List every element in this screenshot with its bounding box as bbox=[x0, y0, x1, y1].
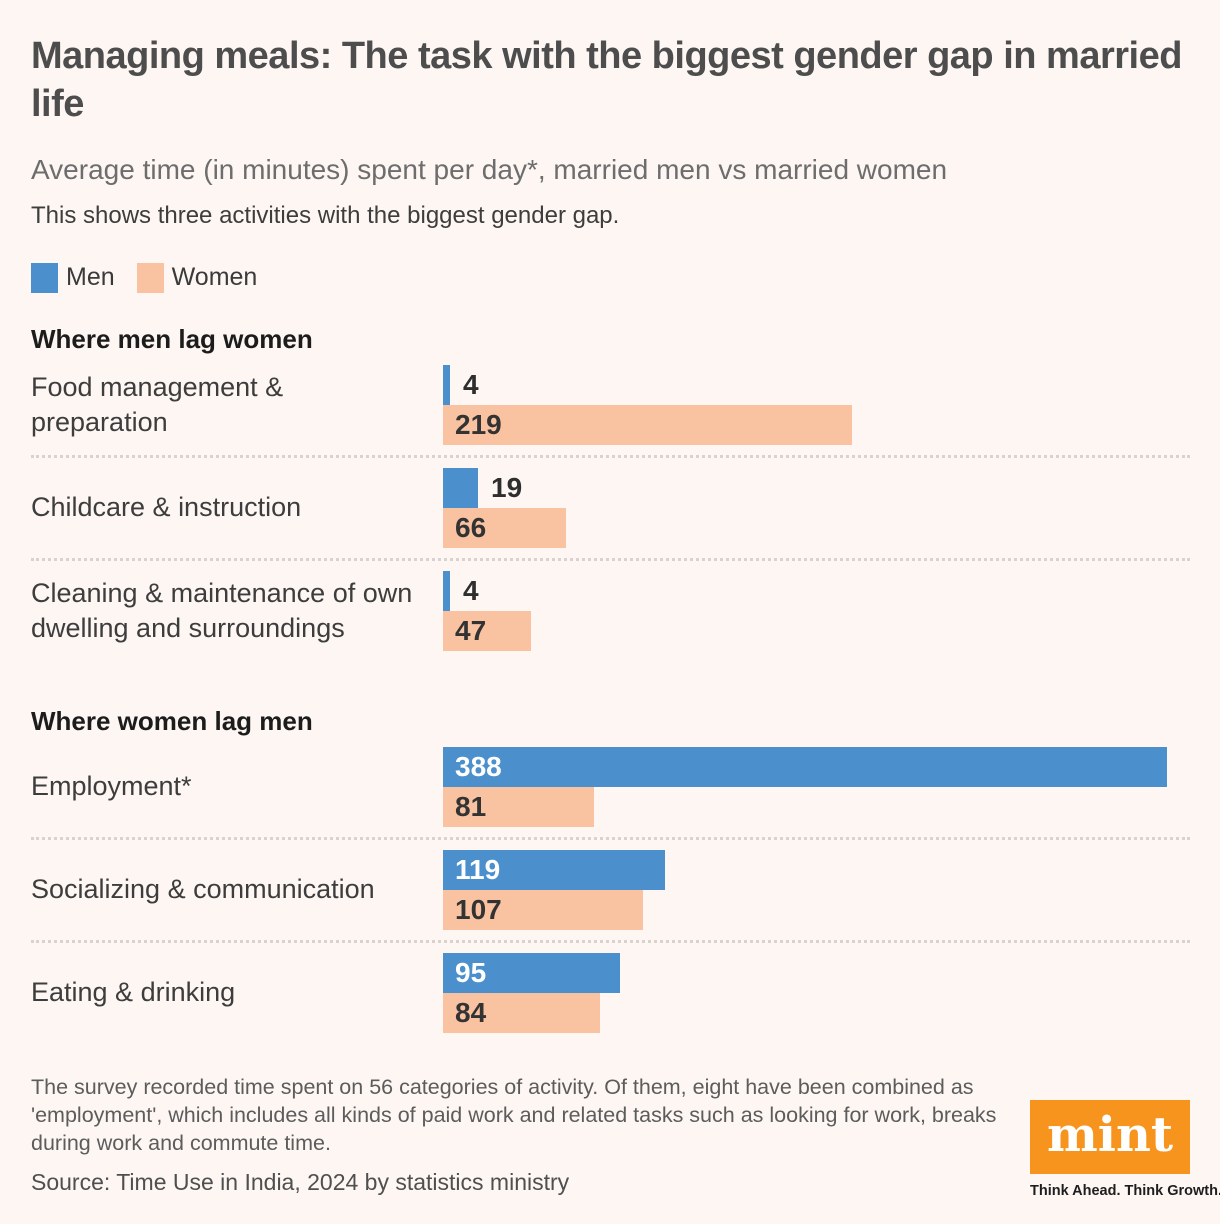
women-value: 47 bbox=[455, 614, 487, 646]
women-value: 81 bbox=[455, 790, 487, 822]
chart-section: Where women lag men Employment* 388 81 Socia… bbox=[31, 705, 1190, 1043]
men-bar-line: 119 bbox=[443, 849, 1190, 890]
legend-label-women: Women bbox=[171, 263, 258, 292]
women-color-swatch bbox=[136, 262, 164, 293]
bar-chart: Where men lag women Food management & pre… bbox=[31, 323, 1190, 1043]
men-value: 19 bbox=[491, 471, 523, 503]
section-heading: Where women lag men bbox=[31, 705, 313, 736]
row-separator bbox=[31, 557, 1190, 561]
chart-row: Food management & preparation 4 219 bbox=[31, 355, 1190, 455]
footnote: The survey recorded time spent on 56 cat… bbox=[31, 1074, 997, 1155]
bar-pair: 4 47 bbox=[443, 570, 1190, 651]
chart-section: Where men lag women Food management & pre… bbox=[31, 323, 1190, 661]
category-label: Childcare & instruction bbox=[31, 492, 302, 523]
men-value: 388 bbox=[455, 750, 502, 782]
men-value: 119 bbox=[455, 853, 501, 885]
men-bar: 388 bbox=[443, 746, 1167, 787]
category-label: Food management & preparation bbox=[31, 371, 284, 437]
men-bar-line: 4 bbox=[443, 570, 1190, 611]
women-bar-line: 84 bbox=[443, 992, 1190, 1033]
row-separator bbox=[31, 454, 1190, 458]
chart-note: This shows three activities with the big… bbox=[31, 201, 620, 229]
bar-pair: 95 84 bbox=[443, 952, 1190, 1033]
bar-pair: 4 219 bbox=[443, 364, 1190, 445]
row-separator bbox=[31, 836, 1190, 840]
men-bar: 95 bbox=[443, 952, 620, 993]
men-bar-line: 4 bbox=[443, 364, 1190, 405]
chart-row: Childcare & instruction 19 66 bbox=[31, 458, 1190, 558]
chart-row: Socializing & communication 119 107 bbox=[31, 840, 1190, 940]
chart-row: Cleaning & maintenance of own dwelling a… bbox=[31, 561, 1190, 661]
women-bar: 84 bbox=[443, 992, 600, 1033]
publisher-logo-block: mint Think Ahead. Think Growth. bbox=[1030, 1100, 1220, 1199]
women-value: 84 bbox=[455, 996, 487, 1028]
men-value: 4 bbox=[463, 368, 479, 400]
chart-row: Eating & drinking 95 84 bbox=[31, 943, 1190, 1043]
mint-logo-wordmark: mint bbox=[1046, 1107, 1174, 1163]
men-bar-line: 388 bbox=[443, 746, 1190, 787]
page-title: Managing meals: The task with the bigges… bbox=[31, 35, 1182, 125]
men-bar bbox=[443, 364, 450, 405]
bar-pair: 19 66 bbox=[443, 467, 1190, 548]
women-bar: 47 bbox=[443, 610, 531, 651]
legend: Men Women bbox=[31, 262, 1190, 293]
men-bar bbox=[443, 570, 450, 611]
legend-label-men: Men bbox=[66, 263, 115, 292]
category-label: Eating & drinking bbox=[31, 977, 236, 1008]
women-bar: 66 bbox=[443, 507, 566, 548]
mint-logo: mint bbox=[1030, 1100, 1190, 1174]
legend-item-women: Women bbox=[136, 262, 258, 293]
women-bar-line: 66 bbox=[443, 507, 1190, 548]
bar-pair: 119 107 bbox=[443, 849, 1190, 930]
women-bar-line: 81 bbox=[443, 786, 1190, 827]
men-bar-line: 95 bbox=[443, 952, 1190, 993]
men-value: 4 bbox=[463, 574, 479, 606]
women-bar: 81 bbox=[443, 786, 594, 827]
source-line: Source: Time Use in India, 2024 by stati… bbox=[31, 1168, 570, 1195]
men-bar-line: 19 bbox=[443, 467, 1190, 508]
row-separator bbox=[31, 939, 1190, 943]
logo-tagline: Think Ahead. Think Growth. bbox=[1030, 1183, 1220, 1199]
women-value: 219 bbox=[455, 408, 502, 440]
women-bar-line: 219 bbox=[443, 404, 1190, 445]
chart-row: Employment* 388 81 bbox=[31, 737, 1190, 837]
men-bar: 119 bbox=[443, 849, 665, 890]
women-bar-line: 107 bbox=[443, 889, 1190, 930]
section-heading: Where men lag women bbox=[31, 323, 313, 354]
category-label: Socializing & communication bbox=[31, 874, 375, 905]
chart-subtitle: Average time (in minutes) spent per day*… bbox=[31, 153, 948, 185]
legend-item-men: Men bbox=[31, 262, 115, 293]
women-bar: 107 bbox=[443, 889, 643, 930]
women-bar-line: 47 bbox=[443, 610, 1190, 651]
men-value: 95 bbox=[455, 956, 487, 988]
category-label: Employment* bbox=[31, 771, 192, 802]
women-bar: 219 bbox=[443, 404, 852, 445]
bar-pair: 388 81 bbox=[443, 746, 1190, 827]
men-bar bbox=[443, 467, 478, 508]
men-color-swatch bbox=[31, 262, 58, 293]
category-label: Cleaning & maintenance of own dwelling a… bbox=[31, 577, 413, 643]
women-value: 66 bbox=[455, 511, 487, 543]
women-value: 107 bbox=[455, 893, 502, 925]
